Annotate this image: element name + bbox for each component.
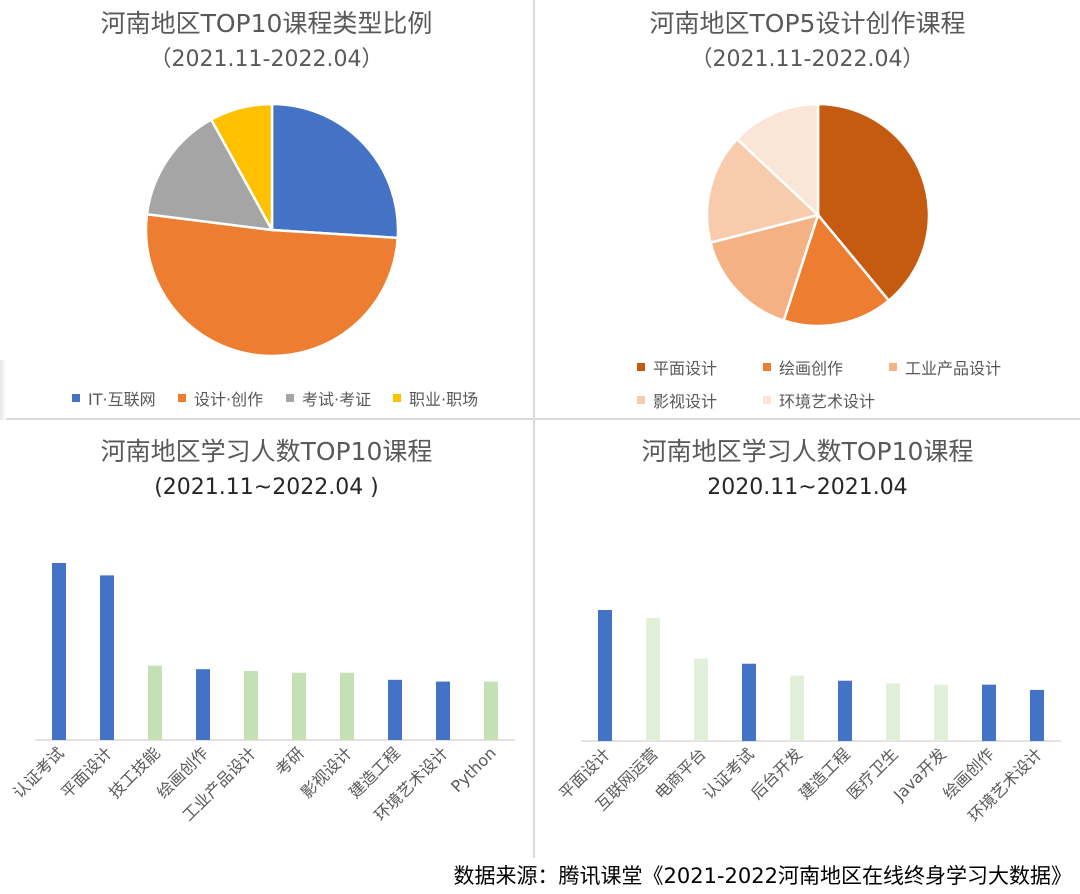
pie-slice-0 [270, 102, 400, 240]
legend-item: 环境艺术设计 [763, 388, 875, 412]
pie-slice-4 [735, 102, 820, 218]
horizontal-divider [0, 418, 1080, 420]
bar-0 [52, 563, 66, 740]
bar-8 [436, 681, 450, 740]
bar-7 [388, 679, 402, 740]
bar-9 [484, 681, 498, 740]
x-tick-label: Python [447, 743, 500, 796]
bar-3 [196, 669, 210, 740]
bar-7 [934, 684, 948, 741]
pie-plot [144, 102, 400, 358]
x-tick-label: 后台开发 [747, 744, 806, 803]
chart-title: 河南地区TOP5设计创作课程 [649, 9, 966, 38]
x-tick-label: Java开发 [889, 744, 950, 805]
x-tick-label: 建造工程 [795, 744, 854, 803]
bar-4 [244, 670, 258, 740]
bar-4 [790, 675, 804, 741]
legend-item: 影视设计 [637, 388, 717, 412]
bar-plot: 平面设计互联网运营电商平台认证考试后台开发建造工程医疗卫生Java开发绘画创作环… [555, 610, 1061, 826]
chart-subtitle: （2021.11-2022.04） [149, 47, 384, 72]
legend-swatch [393, 394, 401, 402]
bar-5 [838, 680, 852, 741]
bar-5 [292, 672, 306, 740]
bar-6 [340, 672, 354, 740]
chart-top10-bar-2021: 河南地区学习人数TOP10课程 (2021.11~2022.04 ) 认证考试平… [0, 420, 533, 858]
legend-swatch [763, 396, 771, 404]
data-source-note: 数据来源：腾讯课堂《2021-2022河南地区在线终身学习大数据》 [453, 864, 1072, 888]
legend-swatch [763, 363, 771, 371]
x-tick-label: 技工技能 [105, 743, 164, 802]
pie-slice-0 [816, 102, 931, 303]
x-tick-label: 考研 [272, 743, 308, 779]
bar-1 [646, 617, 660, 741]
pie-slice-2 [708, 213, 820, 323]
x-tick-label: 认证考试 [9, 743, 68, 802]
legend-label: 环境艺术设计 [779, 392, 876, 411]
legend-item: 考试·考证 [286, 386, 371, 410]
legend-label: 设计·创作 [194, 390, 264, 409]
chart-subtitle: （2021.11-2022.04） [690, 47, 925, 72]
legend-swatch [889, 363, 897, 371]
legend-label: 平面设计 [653, 359, 718, 378]
legend-label: 职业·职场 [409, 390, 479, 409]
x-tick-label: 影视设计 [297, 743, 356, 802]
pie-slice-3 [705, 137, 821, 245]
legend-swatch [178, 394, 186, 402]
legend-swatch [637, 396, 645, 404]
bar-0 [598, 610, 612, 741]
x-tick-label: 认证考试 [699, 744, 758, 803]
pie-slice-3 [209, 102, 274, 231]
vertical-divider [533, 0, 535, 858]
x-tick-label: 电商平台 [651, 744, 710, 803]
chart-subtitle: (2021.11~2022.04 ) [154, 475, 379, 500]
chart-title: 河南地区学习人数TOP10课程 [641, 437, 974, 466]
chart-title: 河南地区学习人数TOP10课程 [100, 437, 433, 466]
legend-label: IT·互联网 [88, 390, 156, 409]
pie-slice-2 [145, 117, 275, 232]
legend-item: IT·互联网 [72, 386, 156, 410]
legend-swatch [286, 394, 294, 402]
legend-swatch [72, 394, 80, 402]
bar-2 [148, 665, 162, 740]
legend-item: 平面设计 [637, 355, 717, 379]
chart-design-course-pie: 河南地区TOP5设计创作课程 （2021.11-2022.04） 平面设计 绘画创… [535, 0, 1080, 418]
legend-item: 职业·职场 [393, 386, 478, 410]
legend-label: 工业产品设计 [905, 359, 1002, 378]
legend-label: 影视设计 [653, 392, 718, 411]
legend-item: 工业产品设计 [889, 355, 1001, 379]
pie-plot [705, 102, 931, 328]
chart-top10-bar-2020: 河南地区学习人数TOP10课程 2020.11~2021.04 平面设计 互联网运… [535, 420, 1080, 858]
bar-6 [886, 683, 900, 741]
chart-course-type-pie: 河南地区TOP10课程类型比例 （2021.11-2022.04） IT·互联网… [0, 0, 533, 420]
legend-swatch [637, 363, 645, 371]
chart-title: 河南地区TOP10课程类型比例 [100, 9, 433, 38]
bar-8 [982, 684, 996, 741]
pie-slice-1 [144, 212, 400, 358]
bar-1 [100, 575, 114, 740]
edge-shadow [0, 360, 6, 420]
legend-label: 考试·考证 [302, 390, 372, 409]
bar-9 [1030, 689, 1044, 741]
bar-2 [694, 658, 708, 741]
legend-item: 绘画创作 [763, 355, 843, 379]
legend-item: 设计·创作 [178, 386, 263, 410]
chart-subtitle: 2020.11~2021.04 [707, 475, 908, 500]
bar-3 [742, 663, 756, 741]
legend-label: 绘画创作 [779, 359, 844, 378]
x-tick-label: 平面设计 [57, 743, 116, 802]
